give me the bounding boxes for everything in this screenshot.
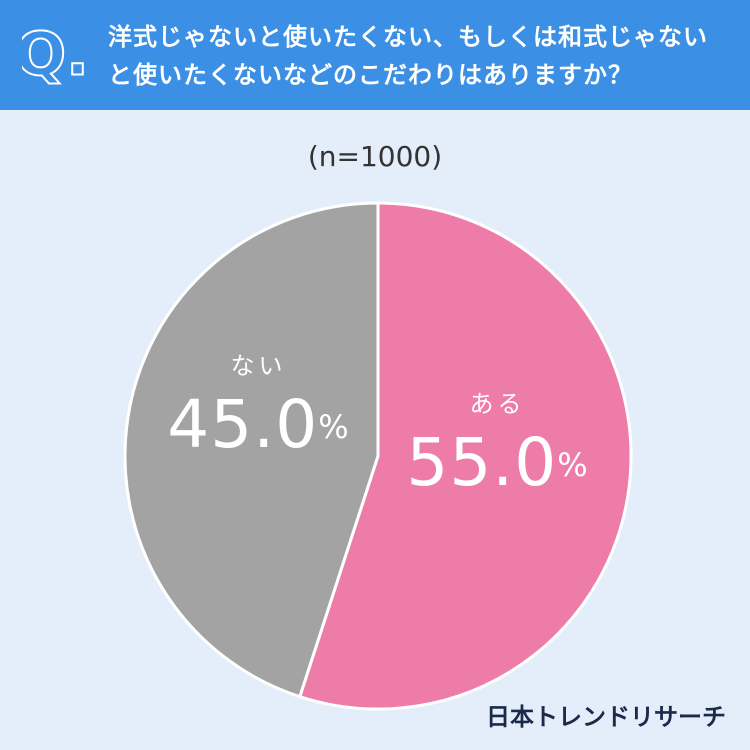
slice-category: ない [230,352,286,380]
header: Q. 洋式じゃないと使いたくない、もしくは和式じゃないと使いたくないなどのこだわ… [0,0,750,110]
q-mark: Q. [22,20,89,90]
subtitle: (n=1000) [307,140,443,173]
slice-category: ある [470,390,526,418]
pie-slice [123,201,380,699]
source: 日本トレンドリサーチ [486,703,726,731]
pie-slice [297,201,633,711]
title: 洋式じゃないと使いたくない、もしくは和式じゃないと使いたくないなどのこだわりはあ… [108,23,708,89]
slice-value: 45.0% [167,386,349,463]
slice-value: 55.0% [406,424,588,501]
q-icon: Q. [22,20,90,90]
